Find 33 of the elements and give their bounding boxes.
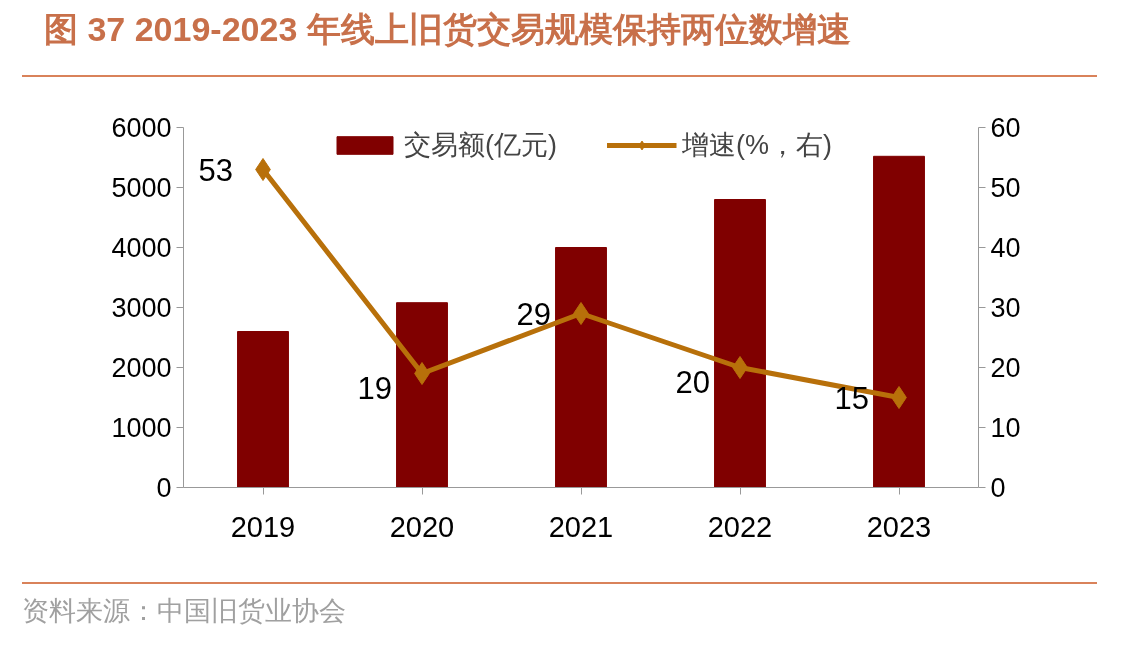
y2-tick-label: 50 xyxy=(990,173,1021,203)
text: 资料来源：中国旧货业协会 xyxy=(22,595,346,628)
legend-label: 交易额(亿元) xyxy=(404,129,557,162)
y-tick-label: 5000 xyxy=(111,173,172,203)
bar xyxy=(555,247,607,488)
x-tick-label: 2021 xyxy=(548,510,614,543)
y-tick-label: 3000 xyxy=(111,293,172,323)
data-label: 53 xyxy=(198,152,233,188)
y-tick-label: 6000 xyxy=(111,113,172,143)
data-label: 15 xyxy=(834,380,869,416)
y2-tick-label: 0 xyxy=(990,473,1006,503)
chart-title: 图 37 2019-2023 年线上旧货交易规模保持两位数增速 xyxy=(44,9,851,50)
data-label: 20 xyxy=(675,364,710,400)
x-tick-label: 2023 xyxy=(866,510,932,543)
y-tick-label: 2000 xyxy=(111,353,172,383)
y2-tick-label: 40 xyxy=(990,233,1021,263)
bar xyxy=(873,155,925,488)
y-tick-label: 0 xyxy=(156,473,172,503)
legend-label: 增速(%，右) xyxy=(681,129,832,162)
y-tick-label: 4000 xyxy=(111,233,172,263)
y2-tick-label: 10 xyxy=(990,413,1021,443)
y2-tick-label: 20 xyxy=(990,353,1021,383)
y-tick-label: 1000 xyxy=(111,413,172,443)
bar xyxy=(396,302,448,488)
y2-tick-label: 30 xyxy=(990,293,1021,323)
y2-tick-label: 60 xyxy=(990,113,1021,143)
x-tick-label: 2020 xyxy=(389,510,455,543)
data-label: 29 xyxy=(516,296,551,332)
data-label: 19 xyxy=(357,370,392,406)
x-tick-label: 2022 xyxy=(707,510,773,543)
bar xyxy=(714,199,766,488)
bar xyxy=(237,331,289,488)
x-tick-label: 2019 xyxy=(230,510,296,543)
